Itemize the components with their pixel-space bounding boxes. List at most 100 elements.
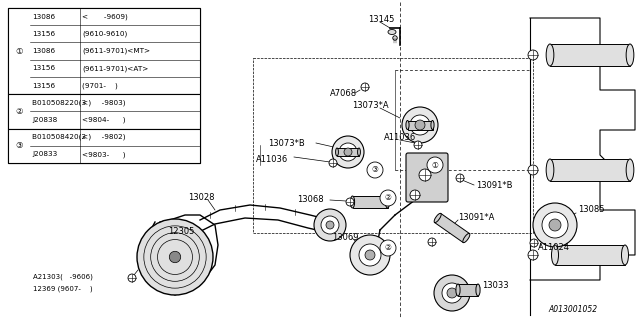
Ellipse shape [552,245,559,265]
Circle shape [415,120,425,130]
Text: B010508420(2 ): B010508420(2 ) [32,134,91,140]
Text: ③: ③ [15,141,23,150]
Text: <9803-      ): <9803- ) [82,151,125,158]
Ellipse shape [456,284,460,296]
Ellipse shape [476,284,480,296]
Text: 13145: 13145 [368,15,394,24]
Ellipse shape [626,159,634,181]
Polygon shape [435,213,470,243]
Text: 13073*B: 13073*B [268,139,305,148]
Circle shape [402,107,438,143]
Ellipse shape [546,44,554,66]
Circle shape [528,165,538,175]
Text: ①: ① [431,161,438,170]
Circle shape [533,203,577,247]
Text: 13091*B: 13091*B [476,180,513,189]
Circle shape [428,238,436,246]
Text: ②: ② [385,194,392,203]
Text: <       -9609): < -9609) [82,13,128,20]
Circle shape [150,233,199,281]
Text: 13028: 13028 [188,193,214,202]
Circle shape [157,239,193,275]
Circle shape [434,275,470,311]
Polygon shape [458,284,478,296]
Text: ②: ② [15,107,23,116]
Polygon shape [337,148,359,156]
Circle shape [410,115,430,135]
Circle shape [393,36,397,40]
Circle shape [427,157,443,173]
Bar [8,129,200,163]
Text: (9610-9610): (9610-9610) [82,31,127,37]
Polygon shape [353,196,387,208]
Ellipse shape [463,233,470,243]
Circle shape [350,235,390,275]
Polygon shape [408,121,433,130]
Text: A013001052: A013001052 [548,305,597,314]
Text: 13156: 13156 [32,65,55,71]
Ellipse shape [385,196,390,208]
Circle shape [339,143,357,161]
Circle shape [359,244,381,266]
Text: A11024: A11024 [538,244,570,252]
Polygon shape [550,44,630,66]
Circle shape [137,219,213,295]
Text: J20833: J20833 [32,151,57,157]
Text: ②: ② [385,244,392,252]
Circle shape [542,212,568,238]
Circle shape [447,288,457,298]
Circle shape [332,136,364,168]
Ellipse shape [335,148,339,156]
Circle shape [314,209,346,241]
Text: 13156: 13156 [32,31,55,37]
Text: 13085: 13085 [578,205,605,214]
Text: 12369 (9607-    ): 12369 (9607- ) [33,286,93,292]
Ellipse shape [431,121,434,130]
Text: 13033: 13033 [482,281,509,290]
Text: 12305: 12305 [168,228,195,236]
Text: (9611-9701)<MT>: (9611-9701)<MT> [82,48,150,54]
Ellipse shape [388,29,396,35]
Polygon shape [550,159,630,181]
Circle shape [530,239,538,247]
Text: 13086: 13086 [32,48,55,54]
Text: 13069: 13069 [332,234,358,243]
Text: (9611-9701)<AT>: (9611-9701)<AT> [82,65,148,72]
Text: 13091*A: 13091*A [458,213,494,222]
Circle shape [367,162,383,178]
Ellipse shape [621,245,628,265]
Circle shape [380,190,396,206]
Bar [8,8,200,163]
Text: A21303(   -9606): A21303( -9606) [33,274,93,280]
Ellipse shape [406,121,409,130]
Circle shape [128,274,136,282]
Circle shape [361,83,369,91]
FancyBboxPatch shape [406,153,448,202]
Circle shape [528,50,538,60]
Bar [8,8,200,94]
Text: A7068: A7068 [330,89,357,98]
Circle shape [419,169,431,181]
Circle shape [456,174,464,182]
Text: A11036: A11036 [256,156,288,164]
Ellipse shape [546,159,554,181]
Text: ③: ③ [372,165,378,174]
Text: ①: ① [15,46,23,56]
Ellipse shape [351,196,355,208]
Circle shape [144,226,206,288]
Ellipse shape [434,213,441,223]
Bar [8,94,200,129]
Ellipse shape [358,148,360,156]
Circle shape [326,221,334,229]
Circle shape [344,148,352,156]
Circle shape [410,190,420,200]
Text: (9701-    ): (9701- ) [82,82,118,89]
Text: <9804-      ): <9804- ) [82,117,125,123]
Ellipse shape [626,44,634,66]
Text: <      -9802): < -9802) [82,134,125,140]
Circle shape [380,240,396,256]
Text: 13068: 13068 [297,196,324,204]
Circle shape [365,250,375,260]
Circle shape [321,216,339,234]
Circle shape [528,250,538,260]
